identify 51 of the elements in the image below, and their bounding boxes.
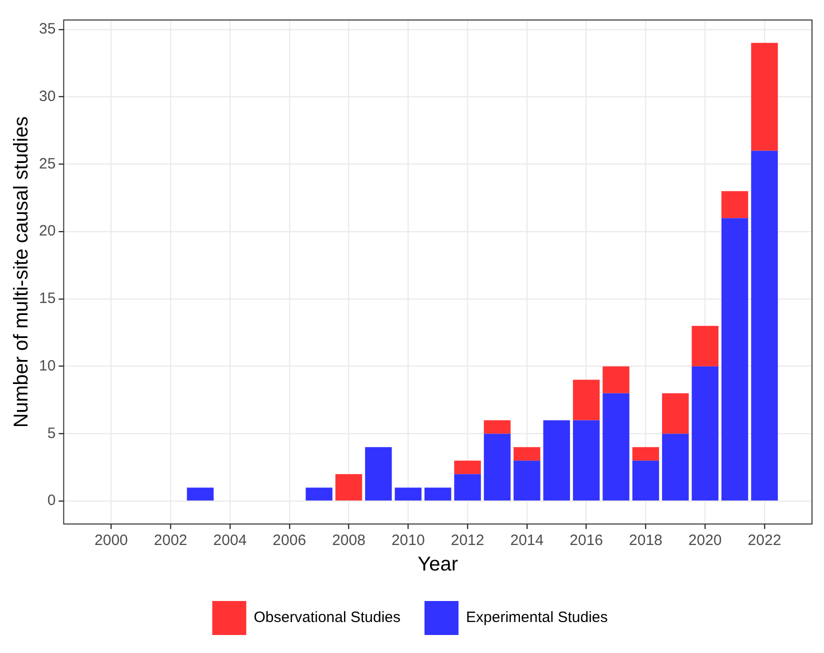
legend-label: Experimental Studies — [466, 609, 608, 626]
x-tick-label: 2010 — [391, 532, 425, 550]
x-tick-label: 2016 — [570, 532, 604, 550]
x-tick-label: 2018 — [629, 532, 662, 550]
bar — [514, 447, 540, 461]
y-tick-label: 5 — [47, 424, 56, 442]
bar — [751, 150, 778, 500]
bar — [692, 366, 718, 500]
bar — [484, 420, 511, 434]
bar — [692, 326, 718, 366]
bar — [484, 434, 511, 500]
y-tick-label: 35 — [38, 20, 56, 38]
y-axis-title: Number of multi-site causal studies — [10, 116, 33, 428]
x-axis-title: Year — [418, 554, 458, 576]
bar — [602, 366, 630, 394]
y-tick-label: 20 — [38, 222, 56, 240]
y-tick-label: 30 — [38, 88, 56, 105]
y-tick-label: 0 — [47, 492, 56, 510]
y-tick-label: 15 — [38, 290, 56, 308]
bar — [572, 380, 600, 420]
x-tick-label: 2012 — [450, 532, 484, 550]
bar — [394, 488, 422, 500]
bar — [632, 460, 660, 500]
bar — [454, 460, 481, 474]
bar — [721, 191, 748, 218]
bar — [662, 393, 689, 434]
bar — [514, 460, 540, 500]
bar — [306, 488, 332, 500]
y-tick-label: 25 — [38, 155, 56, 172]
bar — [632, 447, 660, 461]
bar — [186, 488, 214, 500]
bar — [751, 42, 778, 151]
bar — [454, 474, 481, 500]
bar — [543, 420, 570, 500]
x-tick-label: 2002 — [154, 532, 188, 550]
y-tick-label: 10 — [38, 357, 56, 374]
x-tick-label: 2008 — [332, 532, 366, 550]
x-tick-label: 2006 — [272, 532, 306, 550]
bar — [572, 420, 600, 500]
x-tick-label: 2022 — [748, 532, 782, 550]
x-tick-label: 2014 — [510, 532, 544, 550]
bar — [662, 434, 689, 500]
x-tick-label: 2020 — [688, 532, 722, 550]
bar — [424, 488, 452, 500]
bar — [335, 474, 362, 500]
bar — [721, 218, 748, 500]
x-tick-label: 2000 — [94, 532, 128, 550]
x-tick-label: 2004 — [213, 532, 247, 550]
legend-label: Observational Studies — [254, 609, 401, 626]
bar — [365, 447, 392, 500]
bar — [602, 393, 630, 500]
